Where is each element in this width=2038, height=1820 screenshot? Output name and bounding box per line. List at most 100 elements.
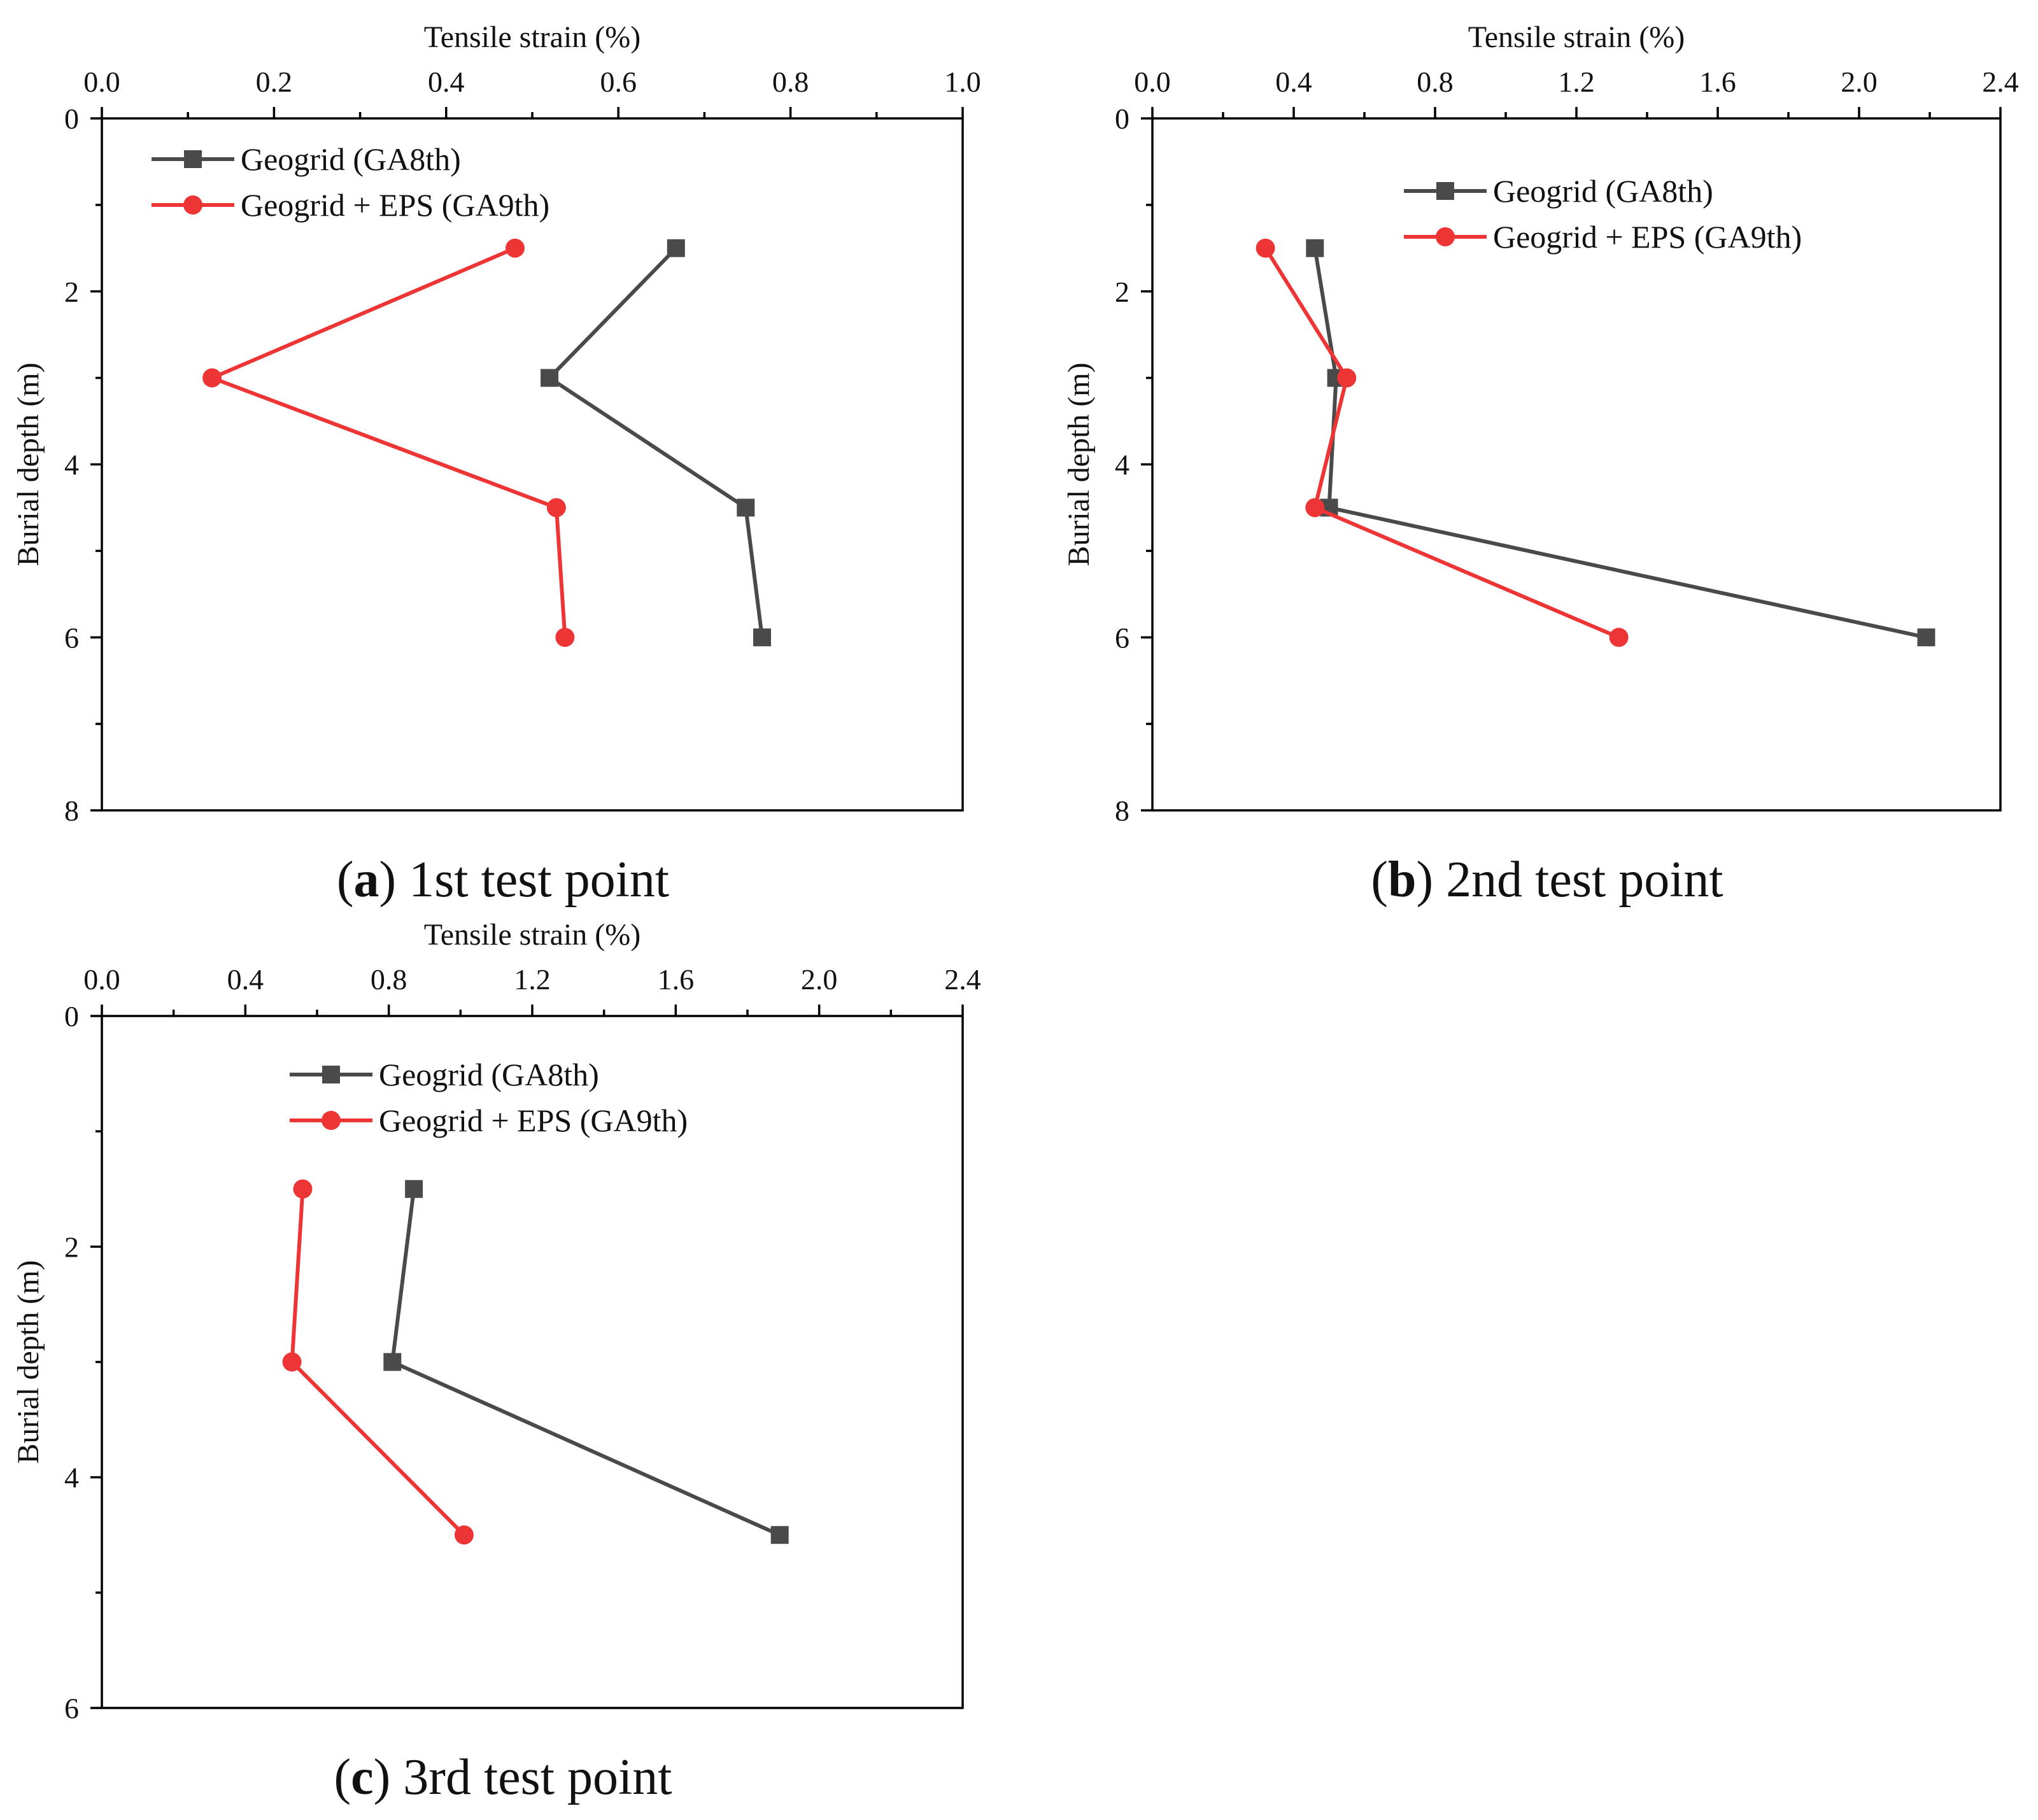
series-line xyxy=(210,246,567,638)
data-point-circle xyxy=(293,1179,313,1199)
data-point-circle xyxy=(555,628,575,647)
x-tick-label: 2.4 xyxy=(1982,66,2019,98)
y-tick-label: 8 xyxy=(64,794,79,827)
chart-a: 0.0 0.2 0.4 0.6 0.8 1.0 0 2 4 6 8 Tensile strain (%… xyxy=(11,20,981,908)
series-geogrid-eps xyxy=(1256,238,1629,647)
series-geogrid xyxy=(383,1180,789,1544)
caption-close-paren: ) xyxy=(374,1749,391,1805)
y-tick-label: 0 xyxy=(64,1000,79,1033)
x-tick-label: 1.0 xyxy=(944,66,981,98)
chart-c: 0.0 0.4 0.8 1.2 1.6 2.0 2.4 0 2 4 6 Tensile strain … xyxy=(11,918,981,1805)
x-tick-label: 0.4 xyxy=(227,963,264,996)
y-tick-label: 0 xyxy=(1115,102,1129,135)
panel-caption: (b) 2nd test point xyxy=(1371,852,1723,908)
panel-caption: (c) 3rd test point xyxy=(334,1749,672,1805)
x-tick-label: 0.4 xyxy=(428,66,465,98)
caption-close-paren: ) xyxy=(379,852,397,908)
caption-open-paren: ( xyxy=(334,1749,351,1805)
y-tick-label: 0 xyxy=(64,102,79,135)
legend-label: Geogrid + EPS (GA9th) xyxy=(1493,219,1802,255)
caption-letter: b xyxy=(1388,852,1417,908)
x-tick-label: 1.6 xyxy=(658,963,695,996)
x-tick-label: 0.8 xyxy=(1417,66,1454,98)
y-axis-title: Burial depth (m) xyxy=(11,1260,45,1464)
x-tick-label: 0.0 xyxy=(83,963,120,996)
y-axis-title: Burial depth (m) xyxy=(1062,363,1096,567)
chart-b: 0.0 0.4 0.8 1.2 1.6 2.0 2.4 0 2 4 6 8 Tensile strain… xyxy=(1062,20,2019,908)
x-tick-label: 0.4 xyxy=(1275,66,1312,98)
series-geogrid xyxy=(1306,239,1935,647)
series-geogrid-eps xyxy=(202,238,575,647)
y-axis-title: Burial depth (m) xyxy=(11,363,45,567)
legend: Geogrid (GA8th) Geogrid + EPS (GA9th) xyxy=(1404,173,1802,255)
x-tick-label: 2.0 xyxy=(1841,66,1878,98)
data-point-circle xyxy=(454,1525,474,1545)
y-tick-label: 2 xyxy=(64,1231,79,1263)
x-tick-label: 1.2 xyxy=(514,963,551,996)
legend-label: Geogrid + EPS (GA9th) xyxy=(379,1103,688,1138)
legend-marker-circle xyxy=(1436,227,1455,246)
y-tick-label: 6 xyxy=(64,1692,79,1725)
legend-label: Geogrid (GA8th) xyxy=(1493,173,1713,209)
x-tick-label: 0.2 xyxy=(256,66,293,98)
y-tick-label: 4 xyxy=(64,449,79,481)
x-tick-label: 0.0 xyxy=(83,66,120,98)
y-tick-label: 8 xyxy=(1115,794,1129,827)
x-tick-label: 0.0 xyxy=(1134,66,1171,98)
series-line xyxy=(548,246,764,638)
caption-open-paren: ( xyxy=(337,852,354,908)
legend: Geogrid (GA8th) Geogrid + EPS (GA9th) xyxy=(152,141,549,223)
x-tick-label: 1.2 xyxy=(1558,66,1595,98)
series-geogrid-eps xyxy=(282,1179,474,1545)
y-tick-label: 4 xyxy=(64,1462,79,1494)
data-point-square xyxy=(1917,628,1935,647)
caption-letter: a xyxy=(354,852,379,908)
caption-text: 3rd test point xyxy=(390,1749,672,1805)
series-line xyxy=(290,1189,466,1537)
data-point-circle xyxy=(546,498,566,518)
x-tick-label: 0.8 xyxy=(772,66,809,98)
y-tick-label: 2 xyxy=(64,276,79,308)
data-point-circle xyxy=(1256,238,1275,258)
x-tick-label: 2.0 xyxy=(801,963,838,996)
legend-marker-square xyxy=(322,1066,340,1083)
caption-letter: c xyxy=(351,1749,374,1805)
y-tick-label: 2 xyxy=(1115,276,1129,308)
x-tick-label: 1.6 xyxy=(1699,66,1736,98)
data-point-square xyxy=(737,498,755,517)
x-axis-title: Tensile strain (%) xyxy=(424,20,641,54)
legend-label: Geogrid (GA8th) xyxy=(379,1057,599,1092)
x-axis-title: Tensile strain (%) xyxy=(1468,20,1685,54)
caption-text: 1st test point xyxy=(396,852,669,908)
data-point-circle xyxy=(1609,628,1629,647)
data-point-square xyxy=(383,1353,402,1371)
x-tick-label: 2.4 xyxy=(944,963,981,996)
legend-marker-circle xyxy=(183,195,202,215)
data-point-square xyxy=(1306,239,1324,257)
data-point-square xyxy=(667,239,685,257)
data-point-square xyxy=(541,369,559,387)
data-point-square xyxy=(770,1526,789,1544)
legend-marker-circle xyxy=(322,1111,341,1130)
caption-text: 2nd test point xyxy=(1433,852,1723,908)
data-point-circle xyxy=(1305,498,1325,518)
series-line xyxy=(1264,247,1620,640)
legend-label: Geogrid (GA8th) xyxy=(241,141,461,177)
x-tick-label: 0.6 xyxy=(600,66,637,98)
caption-close-paren: ) xyxy=(1416,852,1433,908)
caption-open-paren: ( xyxy=(1371,852,1388,908)
panel-caption: (a) 1st test point xyxy=(337,852,669,908)
y-tick-label: 6 xyxy=(64,621,79,654)
legend-label: Geogrid + EPS (GA9th) xyxy=(241,187,549,223)
series-line xyxy=(390,1189,781,1537)
series-geogrid xyxy=(541,239,771,647)
x-axis-title: Tensile strain (%) xyxy=(424,918,641,952)
legend-marker-square xyxy=(184,150,202,168)
legend: Geogrid (GA8th) Geogrid + EPS (GA9th) xyxy=(290,1057,688,1138)
y-tick-label: 6 xyxy=(1115,621,1129,654)
y-tick-label: 4 xyxy=(1115,449,1129,481)
data-point-circle xyxy=(202,368,222,388)
data-point-square xyxy=(753,628,771,647)
data-point-circle xyxy=(1337,368,1357,388)
